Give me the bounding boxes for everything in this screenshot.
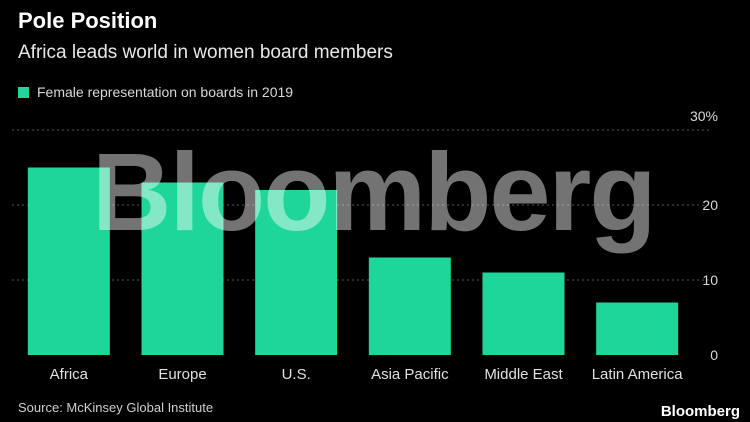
y-tick-label: 0 [710,347,718,363]
x-tick-label: Africa [50,366,89,383]
legend-label: Female representation on boards in 2019 [37,84,294,100]
x-tick-label: Europe [158,366,206,383]
bar-latin-america [596,302,679,355]
bar-europe [141,182,224,355]
bar-u-s [255,190,338,355]
chart-subtitle: Africa leads world in women board member… [18,42,393,63]
y-tick-label: 20 [702,197,718,213]
bar-middle-east [482,272,565,355]
x-tick-label: U.S. [282,366,311,383]
x-tick-label: Middle East [484,366,563,383]
legend-swatch [18,86,29,98]
x-tick-label: Latin America [592,366,684,383]
y-tick-label: 30% [690,108,718,124]
legend: Female representation on boards in 2019 [18,84,293,100]
bloomberg-logo: Bloomberg [660,403,740,420]
bar-asia-pacific [368,257,451,355]
source-note: Source: McKinsey Global Institute [18,400,214,415]
y-tick-label: 10 [702,272,718,288]
chart-title: Pole Position [18,8,158,33]
x-tick-label: Asia Pacific [371,366,449,383]
bar-africa [27,167,110,355]
